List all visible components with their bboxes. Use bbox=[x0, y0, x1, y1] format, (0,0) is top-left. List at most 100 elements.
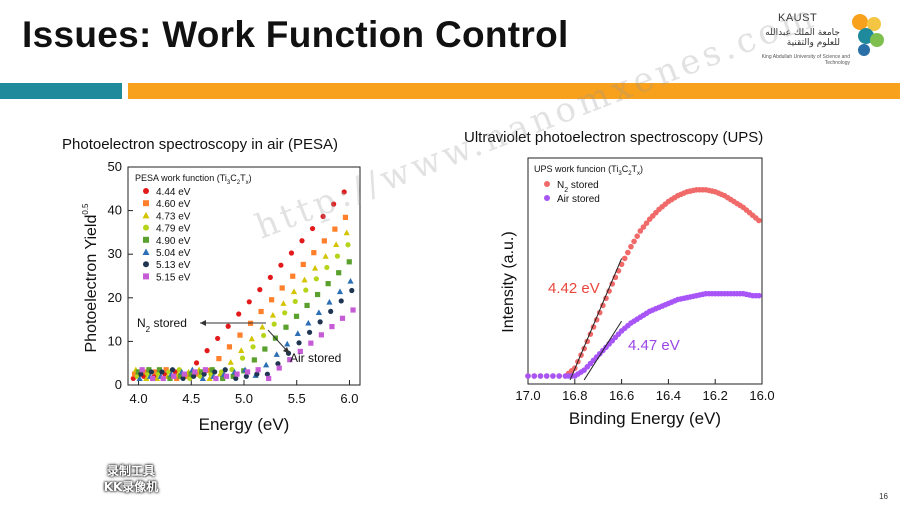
pesa-point bbox=[309, 225, 316, 232]
pesa-chart-title: Photoelectron spectroscopy in air (PESA) bbox=[62, 136, 338, 153]
ups-point bbox=[525, 373, 531, 379]
header-band-orange bbox=[128, 83, 900, 99]
pesa-point bbox=[184, 373, 190, 379]
ups-point bbox=[643, 220, 650, 226]
pesa-point bbox=[349, 287, 355, 294]
pesa-point bbox=[326, 298, 333, 305]
pesa-y-tick-label: 30 bbox=[108, 246, 122, 261]
ups-point bbox=[625, 249, 631, 256]
pesa-point bbox=[304, 302, 310, 309]
pesa-point bbox=[347, 277, 354, 284]
pesa-point bbox=[145, 371, 151, 377]
ups-point bbox=[606, 288, 612, 294]
pesa-point bbox=[176, 367, 182, 373]
ups-x-tick-label: 16.2 bbox=[703, 388, 728, 403]
ups-legend-title: UPS work funcion (Ti3C2Tx) bbox=[534, 164, 643, 177]
pesa-point bbox=[311, 264, 319, 271]
pesa-y-axis-label-superscript: 0.5 bbox=[81, 203, 90, 215]
n2-stored-arrowhead bbox=[200, 320, 206, 326]
ups-x-axis-label: Binding Energy (eV) bbox=[569, 409, 721, 428]
pesa-point bbox=[259, 323, 266, 330]
pesa-legend-title: PESA work function (Ti3C2Tx) bbox=[135, 173, 252, 186]
pesa-point bbox=[303, 287, 309, 293]
pesa-point bbox=[273, 351, 280, 357]
pesa-point bbox=[269, 297, 275, 303]
pesa-point bbox=[301, 276, 308, 283]
pesa-point bbox=[299, 238, 305, 244]
pesa-point bbox=[199, 375, 206, 382]
ups-point bbox=[640, 224, 647, 230]
pesa-point bbox=[269, 311, 276, 318]
pesa-point bbox=[208, 371, 214, 377]
pesa-point bbox=[287, 357, 293, 363]
pesa-point bbox=[343, 229, 350, 236]
pesa-point bbox=[345, 242, 351, 248]
ups-fit-line-n2 bbox=[569, 258, 623, 381]
ups-point bbox=[537, 373, 544, 379]
pesa-point bbox=[308, 340, 314, 346]
pesa-point bbox=[313, 276, 319, 282]
recorder-badge-line2: KK录像机 bbox=[103, 480, 159, 494]
pesa-point bbox=[238, 347, 245, 353]
pesa-point bbox=[188, 371, 194, 377]
pesa-y-tick-label: 0 bbox=[115, 377, 122, 392]
pesa-point bbox=[148, 369, 155, 375]
pesa-x-axis-label: Energy (eV) bbox=[199, 415, 290, 434]
pesa-point bbox=[266, 375, 272, 382]
pesa-point bbox=[199, 369, 205, 375]
pesa-legend-label: 4.73 eV bbox=[156, 211, 191, 222]
pesa-point bbox=[139, 367, 145, 373]
pesa-point bbox=[163, 367, 169, 373]
pesa-point bbox=[142, 369, 148, 375]
ups-legend-label: Air stored bbox=[557, 194, 600, 205]
kaust-emblem-icon bbox=[852, 14, 884, 56]
ups-point bbox=[556, 373, 562, 379]
pesa-point bbox=[322, 253, 329, 259]
pesa-point bbox=[250, 344, 256, 350]
ups-fit-line-air bbox=[583, 320, 623, 381]
pesa-point bbox=[338, 298, 344, 304]
pesa-point bbox=[346, 259, 352, 265]
ups-ticks: 17.0 16.8 16.6 16.4 16.2 16.0 bbox=[515, 379, 775, 403]
pesa-x-tick-label: 4.0 bbox=[130, 391, 148, 406]
pesa-point bbox=[226, 344, 233, 350]
pesa-legend-marker bbox=[143, 188, 149, 194]
pesa-point bbox=[244, 369, 251, 375]
pesa-point bbox=[263, 361, 270, 368]
pesa-point bbox=[150, 375, 156, 382]
pesa-point bbox=[296, 340, 302, 346]
pesa-point bbox=[204, 348, 210, 354]
air-stored-arrowhead bbox=[283, 347, 290, 354]
pesa-point bbox=[222, 367, 228, 373]
pesa-point bbox=[174, 375, 180, 382]
pesa-point bbox=[206, 375, 213, 382]
ups-label-air-workfunction: 4.47 eV bbox=[628, 337, 680, 354]
annotation-air-stored: Air stored bbox=[290, 351, 341, 365]
pesa-point bbox=[213, 375, 219, 382]
pesa-legend: PESA work function (Ti3C2Tx)4.44 eV4.60 … bbox=[135, 173, 252, 283]
pesa-point bbox=[143, 375, 150, 382]
pesa-point bbox=[136, 375, 143, 382]
air-stored-arrow bbox=[267, 329, 289, 353]
pesa-point bbox=[134, 373, 140, 379]
pesa-point bbox=[153, 375, 160, 382]
pesa-point bbox=[220, 375, 226, 382]
pesa-point bbox=[271, 321, 277, 327]
pesa-point bbox=[135, 369, 141, 375]
pesa-point bbox=[284, 340, 291, 347]
pesa-point bbox=[332, 226, 338, 232]
pesa-point bbox=[275, 361, 281, 367]
pesa-point bbox=[155, 371, 161, 377]
pesa-point bbox=[237, 332, 243, 338]
pesa-point bbox=[336, 270, 342, 276]
pesa-point bbox=[215, 335, 221, 342]
pesa-point bbox=[290, 273, 296, 279]
pesa-point bbox=[341, 189, 347, 195]
pesa-point bbox=[146, 367, 152, 373]
pesa-point bbox=[280, 300, 287, 306]
pesa-point bbox=[156, 367, 163, 373]
pesa-y-tick-label: 40 bbox=[108, 203, 122, 218]
pesa-x-tick-label: 6.0 bbox=[340, 391, 358, 406]
logo-english-text: King Abdullah University of Science and … bbox=[761, 54, 850, 66]
pesa-y-tick-label: 50 bbox=[108, 159, 122, 174]
